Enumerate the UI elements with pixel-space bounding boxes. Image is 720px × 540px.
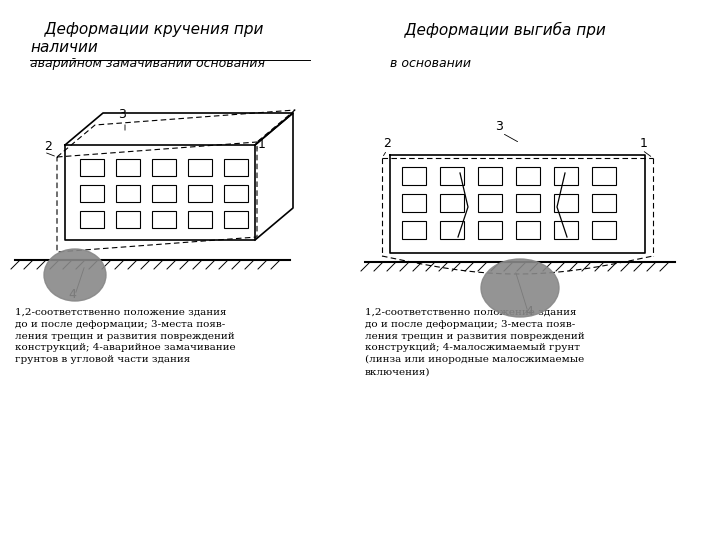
Bar [592,221,616,239]
Text: 4: 4 [68,288,76,301]
Bar [402,167,426,185]
Bar [80,211,104,228]
Bar [116,185,140,202]
Bar [402,221,426,239]
Bar [80,159,104,176]
Text: аварийном замачивании основания: аварийном замачивании основания [30,57,265,70]
Bar [224,159,248,176]
Text: 2: 2 [383,137,391,150]
Bar [592,194,616,212]
Bar [478,167,502,185]
Bar [516,221,540,239]
Bar [188,185,212,202]
Bar [152,185,176,202]
Bar [224,211,248,228]
Bar [116,159,140,176]
Text: 1,2-соответственно положение здания
до и после деформации; 3-места появ-
ления т: 1,2-соответственно положение здания до и… [15,308,235,364]
Bar [80,185,104,202]
Bar [116,211,140,228]
Text: 3: 3 [495,120,503,133]
Text: 2: 2 [44,140,52,153]
Text: в основании: в основании [390,57,471,70]
Bar [402,194,426,212]
Bar [188,159,212,176]
Text: Деформации выгиба при: Деформации выгиба при [390,22,606,38]
Text: 1,2-соответственно положение здания
до и после деформации; 3-места появ-
ления т: 1,2-соответственно положение здания до и… [365,308,585,376]
Bar [554,194,578,212]
Bar [224,185,248,202]
Bar [188,211,212,228]
Bar [516,167,540,185]
Bar [478,221,502,239]
Text: 3: 3 [118,108,126,121]
Bar [516,194,540,212]
Text: наличии: наличии [30,40,98,55]
Text: 4: 4 [525,305,533,318]
Text: Деформации кручения при: Деформации кручения при [30,22,264,37]
Bar [152,211,176,228]
Bar [478,194,502,212]
Ellipse shape [481,259,559,317]
Bar [554,221,578,239]
Ellipse shape [44,249,106,301]
Bar [440,167,464,185]
Text: 1: 1 [258,138,266,151]
Bar [592,167,616,185]
Bar [440,194,464,212]
Bar [554,167,578,185]
Text: 1: 1 [640,137,648,150]
Bar [440,221,464,239]
Bar [152,159,176,176]
